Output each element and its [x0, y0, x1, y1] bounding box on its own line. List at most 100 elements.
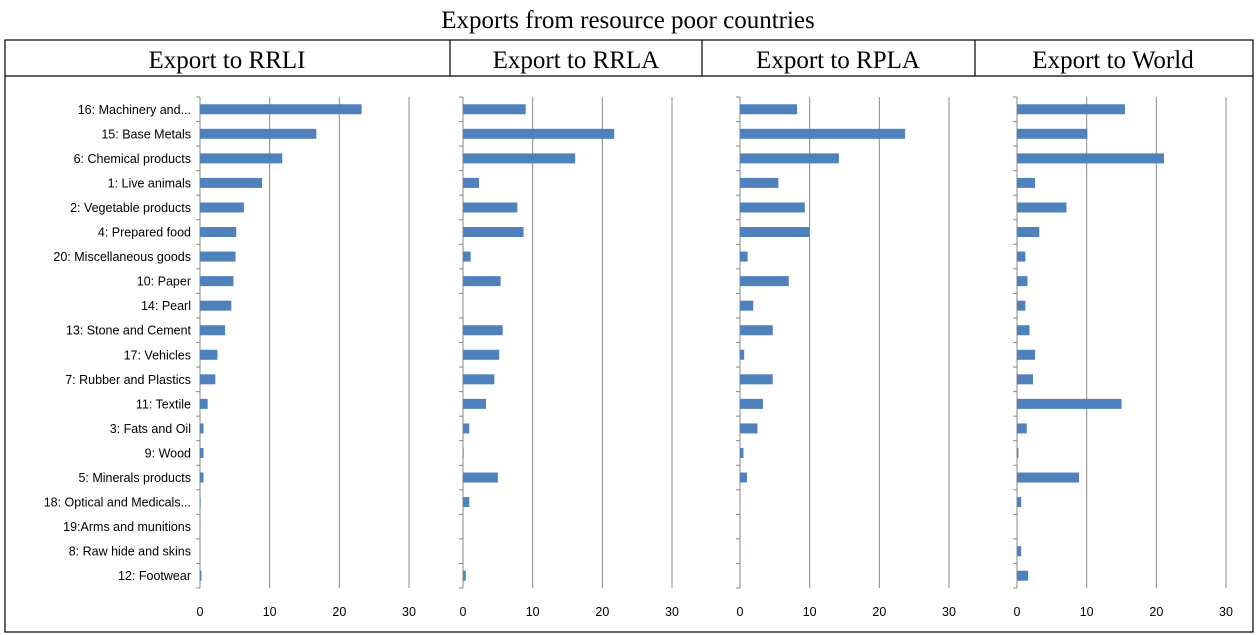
category-label: 9: Wood	[145, 446, 191, 460]
x-tick-label: 10	[1080, 605, 1094, 619]
bar	[463, 251, 471, 262]
bar	[1017, 497, 1022, 508]
category-label: 17: Vehicles	[124, 348, 191, 362]
bar	[740, 349, 745, 360]
bar	[463, 202, 518, 213]
x-tick-label: 20	[1149, 605, 1163, 619]
category-label: 10: Paper	[137, 275, 191, 289]
category-label: 19:Arms and munitions	[63, 520, 191, 534]
bar	[1017, 276, 1028, 287]
bar	[463, 153, 576, 164]
bar	[740, 153, 839, 164]
bar	[1017, 177, 1036, 188]
x-tick-label: 0	[737, 605, 744, 619]
bar	[1017, 447, 1019, 458]
panel-headers: Export to RRLI Export to RRLA Export to RP…	[149, 47, 1195, 74]
panel-chart: 0 10 20 30	[736, 96, 956, 619]
bar	[463, 227, 524, 238]
panel-title: Export to RPLA	[756, 47, 920, 74]
category-label: 15: Base Metals	[101, 127, 191, 141]
bar	[1017, 423, 1027, 434]
panel-chart: 0 10 20 30	[459, 96, 679, 619]
bar	[200, 374, 216, 385]
category-label: 3: Fats and Oil	[110, 422, 191, 436]
bar	[1017, 374, 1034, 385]
bar	[740, 423, 758, 434]
category-label: 7: Rubber and Plastics	[65, 373, 191, 387]
x-tick-label: 10	[803, 605, 817, 619]
category-label: 11: Textile	[136, 397, 191, 411]
bar	[200, 104, 362, 115]
bar	[1017, 251, 1026, 262]
bar	[740, 398, 763, 409]
bar	[1017, 104, 1125, 115]
bar	[1017, 300, 1026, 311]
category-label: 12: Footwear	[118, 569, 191, 583]
x-tick-label: 20	[332, 605, 346, 619]
bar	[463, 177, 480, 188]
category-label: 16: Machinery and...	[78, 103, 191, 117]
x-tick-label: 30	[1219, 605, 1233, 619]
category-label: 2: Vegetable products	[70, 201, 191, 215]
x-tick-label: 10	[263, 605, 277, 619]
bar	[740, 202, 805, 213]
bar	[463, 497, 470, 508]
panel-title: Export to World	[1032, 47, 1194, 74]
x-tick-label: 30	[402, 605, 416, 619]
bar	[1017, 570, 1029, 581]
bar	[740, 276, 789, 287]
bar	[200, 325, 226, 336]
bar	[1017, 472, 1079, 483]
figure-title: Exports from resource poor countries	[441, 7, 815, 34]
bar	[463, 570, 466, 581]
bar	[463, 325, 503, 336]
bar	[200, 423, 204, 434]
category-label: 8: Raw hide and skins	[69, 545, 191, 559]
bar	[463, 398, 486, 409]
x-tick-label: 0	[197, 605, 204, 619]
category-label: 1: Live animals	[108, 176, 191, 190]
bar	[200, 497, 201, 508]
bar	[200, 177, 262, 188]
panel-chart: 0 10 20 30	[1013, 96, 1233, 619]
bar	[200, 202, 244, 213]
bar	[200, 570, 202, 581]
bar	[463, 104, 526, 115]
bar	[463, 447, 464, 458]
x-tick-label: 0	[460, 605, 467, 619]
bar	[200, 153, 283, 164]
category-label: 4: Prepared food	[98, 226, 191, 240]
bar	[200, 472, 204, 483]
chart-panels: 0 10 20 30 0 10 20 30 0 10 20 30 0 10 20 30	[196, 96, 1233, 619]
bar	[1017, 325, 1030, 336]
bar	[740, 227, 810, 238]
category-label: 13: Stone and Cement	[66, 324, 192, 338]
bar	[740, 177, 779, 188]
bar	[740, 374, 773, 385]
bar	[740, 128, 906, 139]
x-tick-label: 10	[526, 605, 540, 619]
category-label: 20: Miscellaneous goods	[53, 250, 191, 264]
bar	[1017, 128, 1088, 139]
bar	[740, 447, 744, 458]
panel-title: Export to RRLA	[493, 47, 660, 74]
bar	[200, 300, 232, 311]
bar	[1017, 202, 1067, 213]
bar	[463, 276, 501, 287]
category-label: 6: Chemical products	[74, 152, 191, 166]
bar	[200, 398, 208, 409]
bar	[740, 325, 773, 336]
bar	[200, 251, 236, 262]
bar	[200, 447, 204, 458]
bar	[1017, 398, 1122, 409]
category-labels: 16: Machinery and... 15: Base Metals 6: Ch…	[44, 103, 192, 583]
x-tick-label: 20	[595, 605, 609, 619]
bar	[463, 374, 495, 385]
bar	[740, 251, 748, 262]
x-tick-label: 30	[942, 605, 956, 619]
bar	[200, 349, 218, 360]
category-label: 5: Minerals products	[78, 471, 191, 485]
bar	[1017, 153, 1164, 164]
panel-title: Export to RRLI	[149, 47, 306, 74]
bar	[1017, 546, 1022, 557]
